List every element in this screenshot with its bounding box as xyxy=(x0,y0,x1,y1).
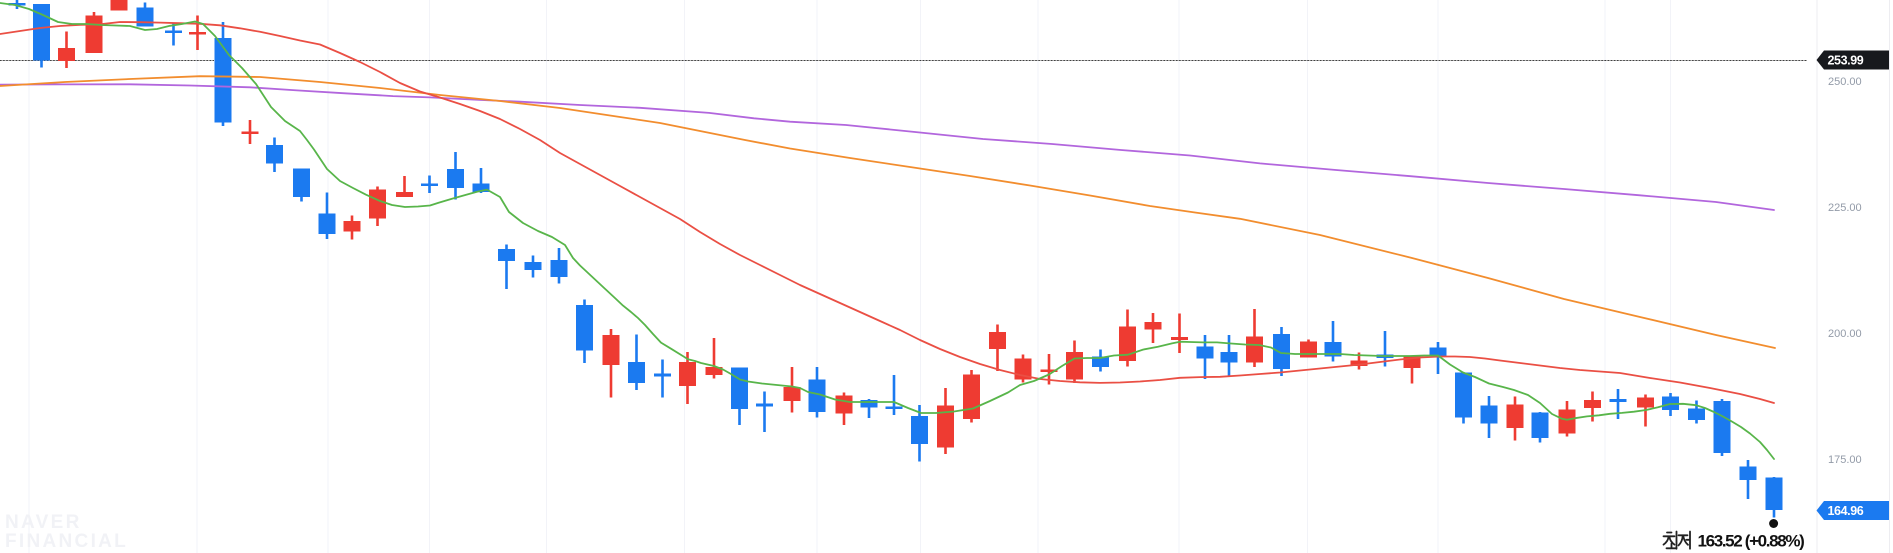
svg-text:253.99: 253.99 xyxy=(1828,53,1864,67)
svg-text:FINANCIAL: FINANCIAL xyxy=(5,531,128,552)
svg-text:NAVER: NAVER xyxy=(5,512,82,533)
svg-text:225.00: 225.00 xyxy=(1828,202,1862,214)
svg-text:163.52 (+0.88%): 163.52 (+0.88%) xyxy=(1698,532,1805,551)
svg-text:175.00: 175.00 xyxy=(1828,454,1862,466)
svg-text:200.00: 200.00 xyxy=(1828,328,1862,340)
svg-text:164.96: 164.96 xyxy=(1828,504,1864,518)
svg-text:250.00: 250.00 xyxy=(1828,76,1862,88)
